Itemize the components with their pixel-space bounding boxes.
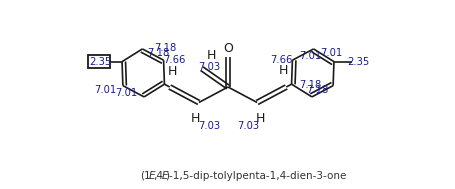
Text: 2.35: 2.35 <box>89 57 111 67</box>
Text: (1: (1 <box>140 171 151 181</box>
Text: H: H <box>206 49 216 62</box>
Text: E: E <box>162 171 168 181</box>
Text: E: E <box>148 171 155 181</box>
Text: 7.03: 7.03 <box>237 122 259 132</box>
Text: O: O <box>223 42 233 54</box>
Text: 7.18: 7.18 <box>299 80 321 90</box>
Text: H: H <box>191 112 201 125</box>
Bar <box>88 55 110 68</box>
Text: ,4: ,4 <box>153 171 163 181</box>
Text: 7.18: 7.18 <box>147 48 170 58</box>
Text: H: H <box>278 64 288 77</box>
Text: 7.01: 7.01 <box>94 85 116 95</box>
Text: 7.18: 7.18 <box>154 43 177 53</box>
Text: 7.03: 7.03 <box>198 62 220 72</box>
Text: 7.01: 7.01 <box>320 48 343 58</box>
Text: 2.35: 2.35 <box>347 57 369 67</box>
Text: 7.03: 7.03 <box>198 122 220 132</box>
Text: 7.66: 7.66 <box>270 55 293 65</box>
Text: H: H <box>255 112 265 125</box>
Text: 7.18: 7.18 <box>306 85 328 95</box>
Text: 7.66: 7.66 <box>163 55 186 65</box>
Text: )-1,5-dip-tolylpenta-1,4-dien-3-one: )-1,5-dip-tolylpenta-1,4-dien-3-one <box>166 171 347 181</box>
Text: H: H <box>168 64 177 77</box>
Text: 7.01: 7.01 <box>115 88 137 98</box>
Text: 7.01: 7.01 <box>299 51 322 61</box>
